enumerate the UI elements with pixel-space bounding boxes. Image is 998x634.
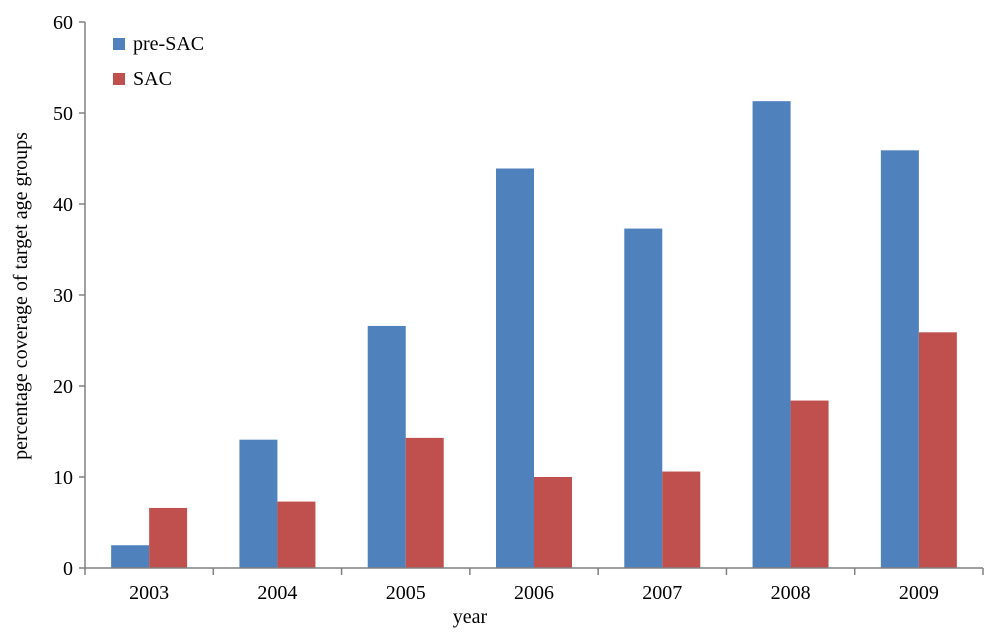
x-tick-label: 2008 [771,582,811,604]
bar-pre-sac-2003 [111,545,150,568]
bar-sac-2005 [405,437,444,568]
y-tick-label: 20 [53,376,73,398]
legend-swatch-pre-sac [113,38,125,50]
bar-pre-sac-2008 [752,101,791,569]
legend-label-pre-sac: pre-SAC [133,33,204,55]
x-tick-label: 2006 [514,582,554,604]
bar-pre-sac-2009 [880,150,919,568]
x-tick-label: 2003 [129,582,169,604]
x-axis-ticks: 2003 2004 2005 2006 2007 2008 2009 [84,568,984,604]
legend-swatch-sac [113,73,125,85]
x-tick-label: 2005 [386,582,426,604]
bar-sac-2009 [918,332,957,568]
y-axis-label: percentage coverage of target age groups [10,132,32,460]
bar-sac-2006 [534,477,572,568]
y-tick-label: 60 [53,12,73,34]
y-tick-label: 30 [53,285,73,307]
bar-sac-2008 [790,400,829,568]
y-tick-label: 10 [53,467,73,489]
bar-sac-2003 [149,507,188,568]
bar-sac-2007 [662,471,701,568]
bar-pre-sac-2005 [367,325,406,568]
x-tick-label: 2009 [899,582,939,604]
legend-label-sac: SAC [133,68,172,90]
x-tick-label: 2007 [642,582,682,604]
y-tick-label: 40 [53,194,73,216]
y-tick-label: 0 [63,558,73,580]
bar-pre-sac-2007 [624,228,663,568]
bar-sac-2004 [277,501,316,568]
x-tick-label: 2004 [257,582,297,604]
bar-pre-sac-2006 [496,168,534,568]
bars [111,101,957,569]
y-tick-label: 50 [53,103,73,125]
bar-pre-sac-2004 [239,439,278,568]
x-axis-label: year [453,606,488,628]
y-axis-ticks: 0 10 20 30 40 50 60 [53,12,85,580]
legend: pre-SAC SAC [113,33,204,90]
